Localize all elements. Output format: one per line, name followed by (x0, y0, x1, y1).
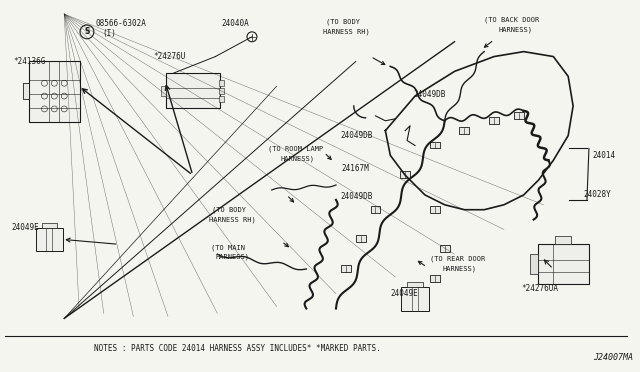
Bar (430, 206, 440, 213)
Text: (TO BODY: (TO BODY (326, 19, 360, 25)
Bar (220, 80, 224, 86)
Bar (42, 222, 58, 228)
Text: HARNESS): HARNESS) (443, 266, 477, 272)
Bar (23, 83, 29, 99)
Bar (29, 61, 80, 122)
Text: 24049DB: 24049DB (341, 192, 373, 201)
Text: 24167M: 24167M (342, 164, 370, 173)
Bar (530, 254, 538, 274)
Text: 24049E: 24049E (12, 223, 40, 232)
Bar (356, 235, 365, 242)
Text: 24049E: 24049E (390, 289, 418, 298)
Text: NOTES : PARTS CODE 24014 HARNESS ASSY INCLUDES* *MARKED PARTS.: NOTES : PARTS CODE 24014 HARNESS ASSY IN… (94, 344, 381, 353)
Text: 24028Y: 24028Y (583, 190, 611, 199)
Text: *24276U: *24276U (153, 52, 186, 61)
Text: 24049DB: 24049DB (341, 131, 373, 140)
Text: (TO REAR DOOR: (TO REAR DOOR (430, 256, 485, 262)
Text: (TO MAIN: (TO MAIN (211, 244, 246, 250)
Bar (401, 287, 429, 311)
Bar (400, 171, 410, 178)
Text: (I): (I) (103, 29, 116, 38)
Text: HARNESS RH): HARNESS RH) (323, 29, 370, 35)
Bar (460, 127, 469, 134)
Bar (538, 244, 589, 284)
Text: (TO ROOM LAMP: (TO ROOM LAMP (268, 145, 323, 152)
Bar (489, 117, 499, 124)
Text: S: S (84, 28, 90, 36)
Bar (220, 96, 224, 102)
Bar (341, 265, 351, 272)
Text: (TO BODY: (TO BODY (212, 206, 246, 213)
Text: HARNESS): HARNESS) (280, 155, 315, 161)
Text: HARNESS RH): HARNESS RH) (209, 217, 256, 223)
Text: *24136G: *24136G (14, 57, 46, 66)
Bar (430, 275, 440, 282)
Text: HARNESS): HARNESS) (216, 254, 250, 260)
Bar (440, 245, 449, 252)
Text: 24040A: 24040A (221, 19, 249, 28)
Bar (36, 228, 63, 251)
Text: HARNESS): HARNESS) (498, 27, 532, 33)
Text: 24049DB: 24049DB (413, 90, 445, 99)
Text: *24276UA: *24276UA (522, 284, 559, 293)
Bar (430, 141, 440, 148)
Bar (161, 86, 166, 96)
Bar (220, 88, 224, 94)
Text: J24007MA: J24007MA (593, 353, 633, 362)
Text: 08566-6302A: 08566-6302A (96, 19, 147, 28)
Bar (514, 112, 524, 119)
Bar (407, 282, 423, 287)
Bar (556, 236, 571, 244)
Bar (371, 206, 380, 213)
Bar (166, 73, 220, 108)
Text: (TO BACK DOOR: (TO BACK DOOR (484, 17, 540, 23)
Text: 24014: 24014 (593, 151, 616, 160)
